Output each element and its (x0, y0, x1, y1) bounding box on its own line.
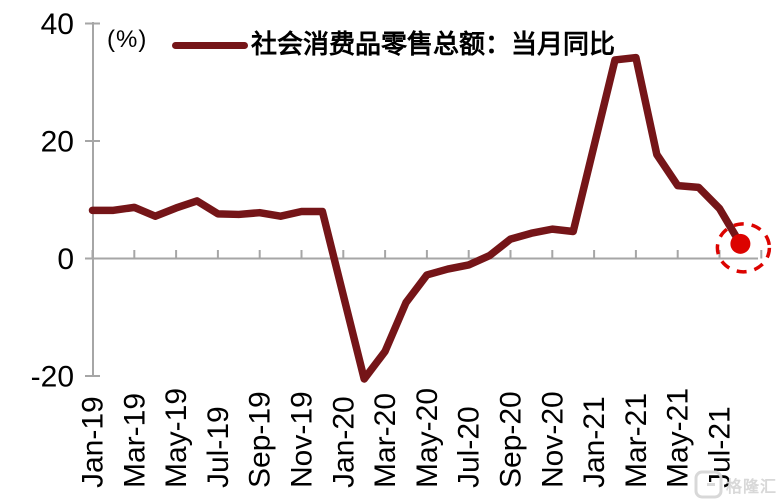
x-tick-label: Jan-21 (578, 396, 611, 488)
x-tick-label: Mar-19 (118, 393, 151, 488)
x-tick-label: Sep-19 (244, 391, 277, 488)
x-tick-label: May-21 (662, 388, 695, 488)
x-tick-label: Nov-19 (286, 391, 319, 488)
y-axis-unit-label: (%) (107, 26, 148, 53)
highlight-circle (715, 222, 772, 274)
y-tick-label: 20 (41, 126, 74, 159)
legend-line-swatch (172, 41, 248, 49)
gelonghui-logo-icon (694, 470, 723, 499)
x-tick-label: Jan-19 (77, 396, 110, 488)
highlight-dot (730, 233, 751, 254)
legend-label: 社会消费品零售总额：当月同比 (251, 29, 616, 59)
x-tick-label: May-19 (160, 388, 193, 488)
series-line (88, 53, 745, 383)
y-tick-label: 0 (57, 243, 74, 276)
watermark: 格隆汇 (694, 470, 777, 499)
y-tick-label: -20 (31, 361, 74, 394)
y-tick-label: 40 (41, 8, 74, 41)
x-tick-label: Jul-20 (453, 406, 486, 488)
x-tick-label: Jul-19 (202, 406, 235, 488)
x-tick-label: May-20 (411, 388, 444, 488)
x-tick-label: Mar-21 (620, 393, 653, 488)
x-tick-label: Sep-20 (495, 391, 528, 488)
x-tick-label: Jan-20 (327, 396, 360, 488)
x-tick-label: Nov-20 (536, 391, 569, 488)
legend: 社会消费品零售总额：当月同比 (172, 30, 615, 59)
x-tick-label: Mar-20 (369, 393, 402, 488)
watermark-label: 格隆汇 (725, 478, 777, 496)
